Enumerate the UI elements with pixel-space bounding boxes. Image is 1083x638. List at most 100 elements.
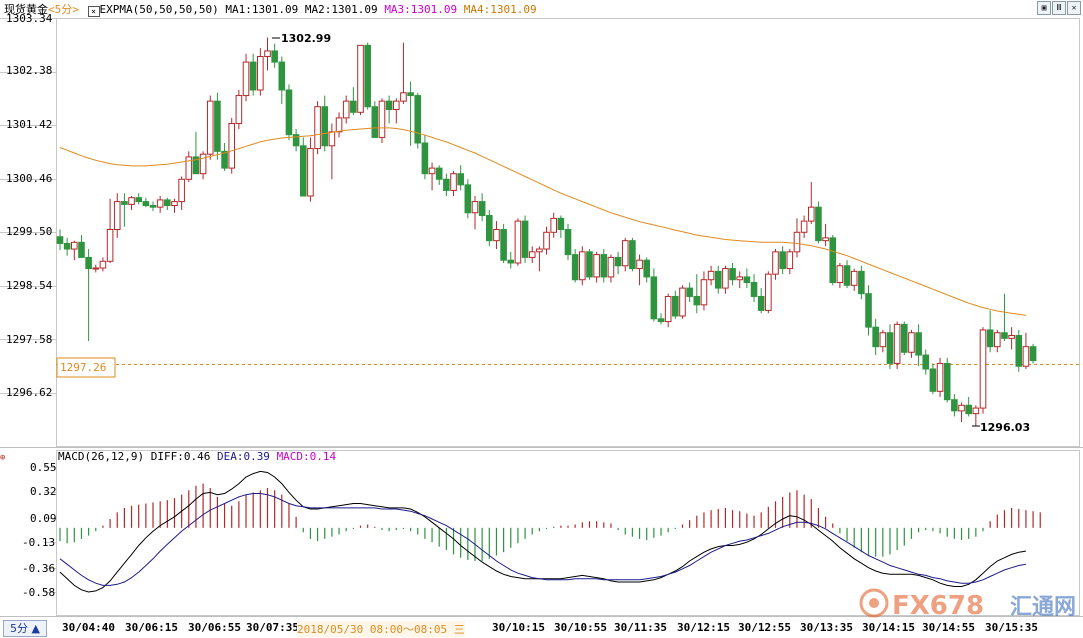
instrument-name[interactable]: 现货黄金: [4, 3, 48, 16]
time-tick: 30/06:55: [188, 621, 241, 634]
candle-body: [271, 50, 278, 63]
candle-body: [1029, 346, 1037, 362]
candle: [1001, 293, 1008, 342]
candle: [972, 405, 980, 426]
price-tick: 1303.34: [6, 12, 53, 25]
candle-body: [299, 145, 307, 197]
candle: [99, 257, 107, 272]
candle-body: [1022, 346, 1030, 367]
candle-body: [471, 201, 479, 214]
candle: [121, 193, 128, 227]
candle-body: [614, 256, 622, 267]
current-price-box: [56, 357, 116, 378]
candle: [128, 196, 135, 210]
candle: [979, 327, 987, 414]
candle: [435, 165, 443, 185]
candle: [672, 290, 679, 319]
candle: [342, 95, 350, 124]
candle: [636, 254, 643, 286]
candle: [714, 265, 722, 294]
macd-dea-value: DEA:0.39: [216, 450, 270, 463]
macd-tick: 0.32: [30, 485, 57, 498]
candle: [564, 223, 572, 261]
macd-settings-icon[interactable]: ⊕: [0, 453, 6, 463]
candle: [829, 235, 837, 286]
candle-body: [221, 150, 228, 169]
low-price-label: 1296.03: [980, 421, 1030, 434]
candle: [850, 268, 858, 291]
candle-body: [321, 106, 329, 147]
macd-label[interactable]: MACD(26,12,9): [58, 450, 145, 463]
candle: [807, 182, 815, 224]
candle-body: [142, 201, 150, 206]
candle-body: [414, 95, 422, 144]
toolbar-window-icon[interactable]: ▣: [1037, 1, 1051, 15]
price-tick: 1299.50: [6, 225, 53, 238]
candle-body: [915, 332, 922, 356]
candle-body: [693, 295, 701, 306]
candle: [385, 95, 393, 124]
macd-grid: [44, 467, 56, 593]
candle-body: [493, 228, 500, 242]
candle: [335, 112, 343, 138]
candle: [729, 262, 736, 286]
candle: [392, 98, 400, 124]
candle: [793, 218, 801, 258]
candle: [1008, 327, 1015, 350]
time-tick: 30/13:35: [800, 621, 853, 634]
candle-body: [63, 242, 71, 250]
expma-line: [59, 127, 1026, 316]
candle-body: [607, 256, 615, 278]
price-tick: 1298.54: [6, 279, 53, 292]
candle-body: [994, 332, 1001, 348]
candle: [536, 246, 543, 272]
candle-body: [757, 295, 765, 311]
candle-body: [378, 100, 386, 138]
toolbar-bars-icon[interactable]: Ⅲ: [1052, 1, 1066, 15]
candle-body: [629, 240, 636, 270]
high-price-label: 1302.99: [281, 32, 331, 45]
candle-body: [550, 217, 557, 233]
time-tick: 30/14:55: [922, 621, 975, 634]
price-tick: 1301.42: [6, 118, 53, 131]
ema-label[interactable]: EXPMA(50,50,50,50): [99, 3, 219, 16]
candle: [643, 257, 651, 283]
candle-body: [364, 44, 371, 108]
diff-line: [59, 470, 1026, 593]
candle-body: [350, 100, 357, 113]
candle: [63, 237, 71, 256]
candle: [414, 92, 422, 149]
candle: [786, 249, 794, 275]
candle: [872, 318, 879, 356]
macd-legend: MACD(26,12,9) DIFF:0.46 DEA:0.39 MACD:0.…: [58, 450, 336, 466]
period-tag[interactable]: <5分>: [48, 3, 79, 16]
candle-body: [750, 282, 758, 297]
candle-body: [392, 100, 400, 111]
candle-body: [528, 251, 536, 258]
candle-body: [564, 228, 572, 256]
candle-body: [958, 404, 965, 412]
toolbar-close-icon[interactable]: ✕: [1067, 1, 1081, 15]
candle-body: [679, 287, 686, 317]
macd-tick: -0.13: [22, 536, 56, 549]
candle-body: [78, 241, 85, 258]
candle: [958, 402, 965, 423]
candle-body: [643, 259, 651, 278]
period-button[interactable]: 5分 ▲: [3, 620, 47, 637]
candle: [607, 254, 615, 283]
candle-body: [214, 100, 221, 152]
candle-body: [421, 142, 429, 175]
candle-body: [443, 178, 450, 191]
price-tick: 1296.62: [6, 386, 53, 399]
candle: [450, 170, 457, 197]
candle: [600, 249, 608, 283]
candle-body: [128, 197, 135, 205]
macd-tick: -0.58: [22, 586, 56, 599]
candle: [750, 274, 758, 303]
candle-body: [249, 61, 257, 91]
candle: [700, 271, 708, 311]
candle: [693, 274, 701, 314]
candle-body: [786, 251, 794, 270]
candle-body: [943, 362, 951, 401]
